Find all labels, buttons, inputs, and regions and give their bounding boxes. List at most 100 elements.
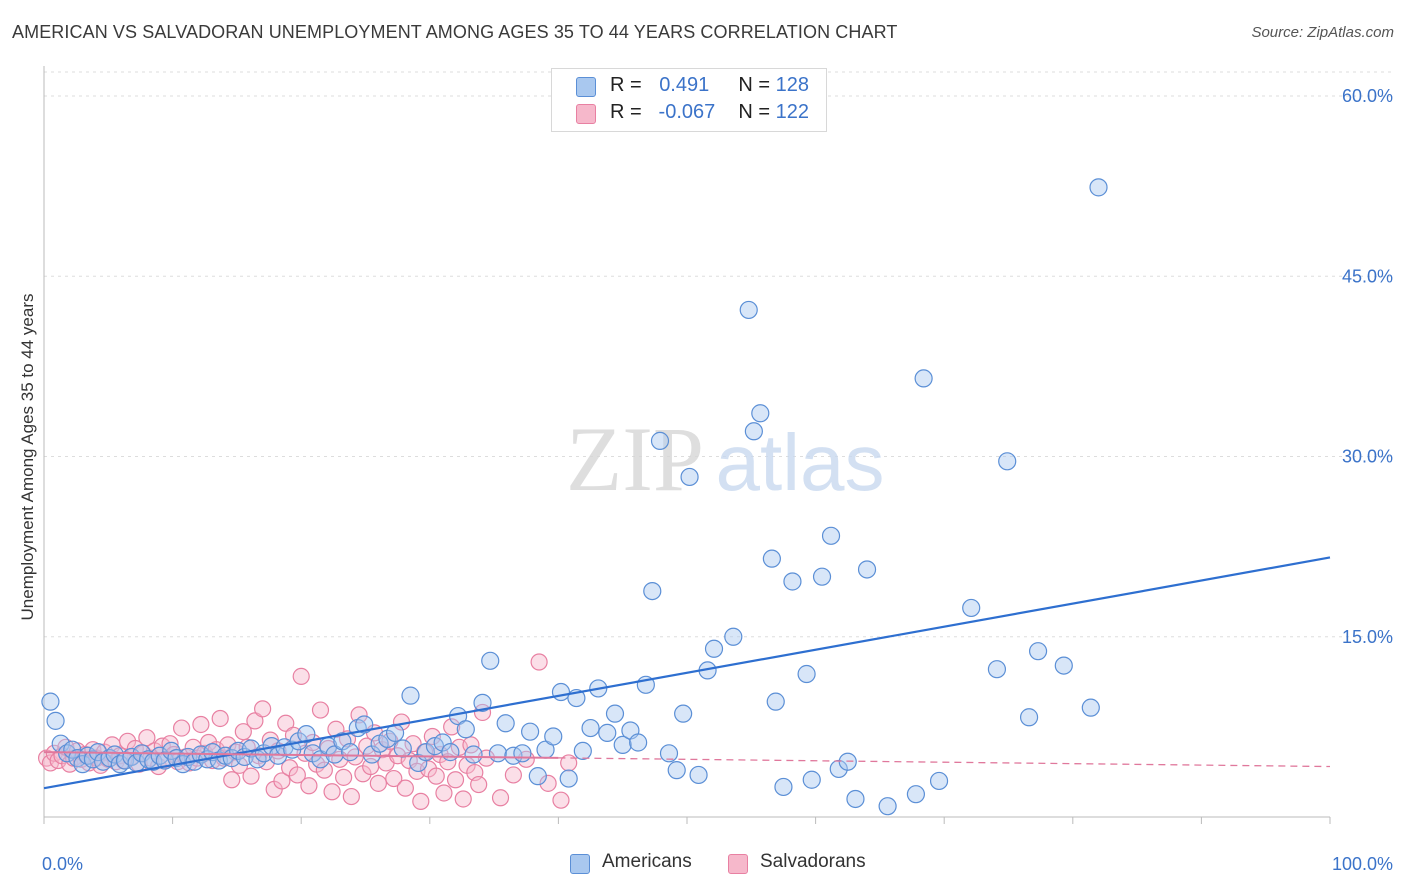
- american-point: [513, 744, 532, 763]
- american-point: [846, 789, 865, 809]
- american-point: [744, 422, 763, 441]
- salvadoran-point: [342, 787, 360, 806]
- salvadoran-point: [254, 700, 272, 718]
- salvadoran-point: [491, 789, 510, 807]
- american-point: [821, 526, 841, 545]
- salvadoran-point: [454, 790, 472, 808]
- correlation-legend: R = 0.491 N = 128 R = -0.067 N = 122: [551, 68, 827, 132]
- salvadoran-point: [335, 768, 353, 786]
- legend-label-salvadorans: Salvadorans: [760, 851, 866, 872]
- american-point: [481, 651, 500, 670]
- chart-source: Source: ZipAtlas.com: [1251, 24, 1394, 41]
- n-label: N =: [738, 101, 771, 123]
- y-tick-label: 45.0%: [1342, 266, 1393, 286]
- american-point: [544, 727, 563, 746]
- salvadoran-point: [530, 653, 548, 671]
- american-point: [456, 720, 475, 739]
- american-point: [496, 714, 515, 733]
- salvadoran-point: [311, 701, 330, 719]
- american-point: [762, 549, 781, 568]
- american-point: [464, 745, 483, 764]
- american-point: [340, 743, 360, 762]
- american-point: [783, 572, 802, 591]
- salvadoran-point: [369, 774, 387, 792]
- salvadoran-point: [277, 714, 295, 732]
- american-point: [704, 639, 724, 658]
- american-point: [551, 682, 571, 702]
- american-point: [488, 744, 508, 763]
- american-point: [401, 686, 420, 705]
- trend-lines: [43, 556, 1331, 790]
- watermark-zip: ZIP: [566, 408, 704, 510]
- salvadoran-point: [323, 783, 341, 801]
- americans-swatch: [570, 854, 590, 874]
- american-point: [650, 431, 670, 450]
- salvadoran-point: [435, 784, 453, 802]
- american-point: [962, 598, 981, 618]
- american-point: [797, 664, 816, 684]
- salvadoran-point: [539, 774, 557, 792]
- american-point: [521, 722, 540, 741]
- salvadorans-trend-line-solid: [43, 751, 559, 759]
- american-point: [1089, 178, 1108, 197]
- salvadoran-point: [350, 706, 368, 724]
- american-point: [680, 467, 699, 487]
- american-point: [441, 743, 460, 762]
- salvadorans-points: [37, 653, 578, 810]
- american-point: [659, 744, 679, 763]
- salvadoran-point: [443, 718, 461, 736]
- axes: [43, 66, 1331, 824]
- salvadoran-point: [273, 772, 291, 790]
- r-value-americans: 0.491: [659, 74, 710, 96]
- tick-labels: 15.0% 30.0% 45.0% 60.0% 0.0% 100.0%: [42, 86, 1393, 874]
- american-point: [1054, 656, 1073, 675]
- salvadoran-point: [385, 769, 403, 788]
- salvadoran-point: [242, 767, 260, 785]
- r-label: R =: [610, 74, 642, 96]
- american-point: [46, 711, 65, 730]
- american-point: [929, 771, 949, 791]
- y-tick-label: 60.0%: [1342, 86, 1393, 106]
- salvadoran-point: [560, 754, 578, 772]
- n-value-americans: 128: [775, 74, 809, 96]
- american-point: [878, 797, 897, 816]
- salvadoran-point: [300, 777, 318, 795]
- american-point: [998, 452, 1017, 471]
- watermark-atlas: atlas: [716, 418, 885, 507]
- salvadoran-point: [404, 735, 422, 753]
- y-tick-label: 30.0%: [1342, 447, 1393, 467]
- salvadorans-swatch: [576, 104, 596, 124]
- watermark: ZIP atlas: [566, 408, 884, 510]
- salvadorans-swatch: [728, 854, 748, 874]
- salvadoran-point: [396, 779, 414, 797]
- salvadoran-point: [315, 761, 333, 779]
- grid-lines: [44, 71, 1392, 638]
- x-tick-label: 100.0%: [1332, 854, 1393, 874]
- salvadoran-point: [173, 719, 191, 737]
- salvadoran-point: [211, 709, 229, 728]
- american-point: [528, 767, 547, 786]
- american-point: [857, 560, 877, 579]
- r-value-salvadorans: -0.067: [658, 101, 716, 123]
- american-point: [751, 404, 770, 423]
- salvadoran-point: [288, 766, 306, 784]
- salvadoran-point: [446, 771, 465, 789]
- american-point: [473, 693, 492, 712]
- american-point: [581, 718, 600, 738]
- american-point: [812, 567, 832, 586]
- american-point: [802, 770, 821, 789]
- american-point: [573, 741, 592, 761]
- american-point: [774, 777, 793, 797]
- american-point: [906, 785, 926, 804]
- american-point: [598, 723, 617, 742]
- chart-title: AMERICAN VS SALVADORAN UNEMPLOYMENT AMON…: [12, 22, 898, 42]
- american-point: [739, 300, 758, 320]
- salvadoran-point: [292, 667, 310, 686]
- salvadoran-point: [412, 792, 430, 810]
- salvadoran-point: [552, 791, 570, 809]
- salvadoran-point: [504, 766, 522, 784]
- american-point: [1081, 698, 1100, 717]
- american-point: [674, 704, 693, 723]
- american-point: [41, 692, 60, 711]
